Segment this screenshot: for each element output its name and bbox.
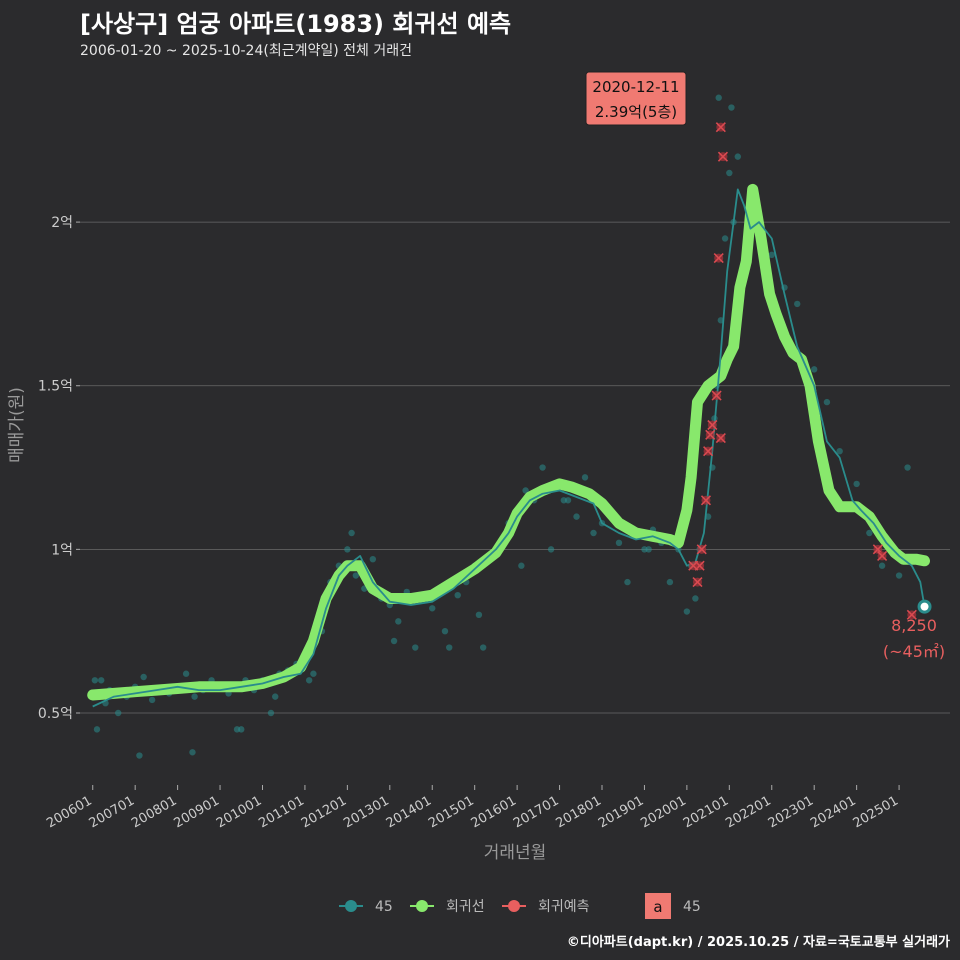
trade-point [879, 563, 885, 569]
trade-point [539, 464, 545, 470]
trade-point [94, 726, 100, 732]
trade-point [726, 170, 732, 176]
latest-value-label: 8,250 [891, 616, 937, 635]
source-credit: ©디아파트(dapt.kr) / 2025.10.25 / 자료=국토교통부 실… [567, 931, 950, 950]
trade-point [412, 644, 418, 650]
y-tick-label-2: 1.5억 [38, 379, 73, 395]
x-tick-label-12: 201801 [554, 793, 604, 831]
legend-label-3: 45 [683, 899, 701, 915]
legend-box-text-3: a [653, 898, 662, 916]
trade-point [904, 464, 910, 470]
trade-point [573, 513, 579, 519]
x-tick-label-11: 201701 [511, 793, 561, 831]
x-tick-label-16: 202201 [723, 793, 773, 831]
x-tick-label-14: 202001 [638, 793, 688, 831]
legend-label-1: 회귀선 [446, 899, 485, 915]
trade-point [189, 749, 195, 755]
trade-point [561, 497, 567, 503]
latest-area-label: (~45㎡) [883, 642, 945, 661]
trade-point [344, 546, 350, 552]
trade-point [853, 481, 859, 487]
trade-point [480, 644, 486, 650]
trade-point [238, 726, 244, 732]
trade-point [98, 677, 104, 683]
trade-point [149, 697, 155, 703]
trade-point [896, 572, 902, 578]
y-axis-title: 매매가(원) [7, 387, 27, 463]
x-tick-label-19: 202501 [851, 793, 901, 831]
trade-point [692, 595, 698, 601]
trade-point [442, 628, 448, 634]
legend-dot-0 [345, 900, 357, 912]
chart-stage: [사상구] 엄궁 아파트(1983) 회귀선 예측 2006-01-20 ~ 2… [0, 0, 960, 960]
trade-point [624, 579, 630, 585]
trade-point [645, 546, 651, 552]
trade-point [115, 710, 121, 716]
trade-point [794, 301, 800, 307]
x-tick-label-3: 200901 [172, 793, 222, 831]
trade-point [811, 366, 817, 372]
trade-point [395, 618, 401, 624]
trade-point [824, 399, 830, 405]
latest-point [919, 601, 930, 612]
x-tick-label-6: 201201 [299, 793, 349, 831]
trade-point [728, 104, 734, 110]
series-regression-line [93, 189, 925, 695]
series-45-line [93, 189, 925, 706]
trade-point [391, 638, 397, 644]
x-tick-label-17: 202301 [766, 793, 816, 831]
x-tick-label-8: 201401 [384, 793, 434, 831]
x-tick-label-2: 200801 [129, 793, 179, 831]
x-tick-label-13: 201901 [596, 793, 646, 831]
trade-point [306, 677, 312, 683]
legend-dot-1 [416, 900, 428, 912]
trade-point [684, 608, 690, 614]
peak-date-label: 2020-12-11 [592, 78, 679, 96]
x-tick-label-4: 201001 [214, 793, 264, 831]
x-tick-label-7: 201301 [341, 793, 391, 831]
x-tick-label-10: 201601 [469, 793, 519, 831]
trade-point [268, 710, 274, 716]
x-tick-label-15: 202101 [681, 793, 731, 831]
x-axis-title: 거래년월 [484, 843, 547, 863]
trade-point [191, 693, 197, 699]
legend-label-0: 45 [375, 899, 393, 915]
peak-value-label: 2.39억(5층) [595, 103, 677, 121]
trade-point [370, 556, 376, 562]
trade-point [446, 644, 452, 650]
trade-point [769, 252, 775, 258]
y-tick-label-0: 0.5억 [38, 706, 73, 722]
trade-point [476, 612, 482, 618]
trade-point [183, 671, 189, 677]
y-tick-label-3: 2억 [51, 215, 73, 231]
trade-point [616, 540, 622, 546]
trade-point [590, 530, 596, 536]
trade-point [735, 153, 741, 159]
trade-point [348, 530, 354, 536]
x-tick-label-18: 202401 [808, 793, 858, 831]
legend-dot-2 [508, 900, 520, 912]
trade-point [518, 563, 524, 569]
x-tick-label-1: 200701 [87, 793, 137, 831]
trade-point [272, 693, 278, 699]
trade-point [455, 592, 461, 598]
y-tick-label-1: 1억 [51, 542, 73, 558]
x-tick-label-9: 201501 [426, 793, 476, 831]
chart-svg: 0.5억 1억 1.5억 2억 2006012007012008012009012010… [0, 0, 960, 960]
trade-point [548, 546, 554, 552]
x-tick-label-5: 201101 [256, 793, 306, 831]
trade-point [429, 605, 435, 611]
trade-point [667, 579, 673, 585]
trade-point [136, 752, 142, 758]
trade-point [722, 235, 728, 241]
trade-point [92, 677, 98, 683]
legend-label-2: 회귀예측 [538, 899, 590, 915]
trade-point [310, 671, 316, 677]
trade-point [140, 674, 146, 680]
trade-point [716, 95, 722, 101]
trade-point [582, 474, 588, 480]
x-tick-label-0: 200601 [44, 793, 94, 831]
trade-point [866, 530, 872, 536]
